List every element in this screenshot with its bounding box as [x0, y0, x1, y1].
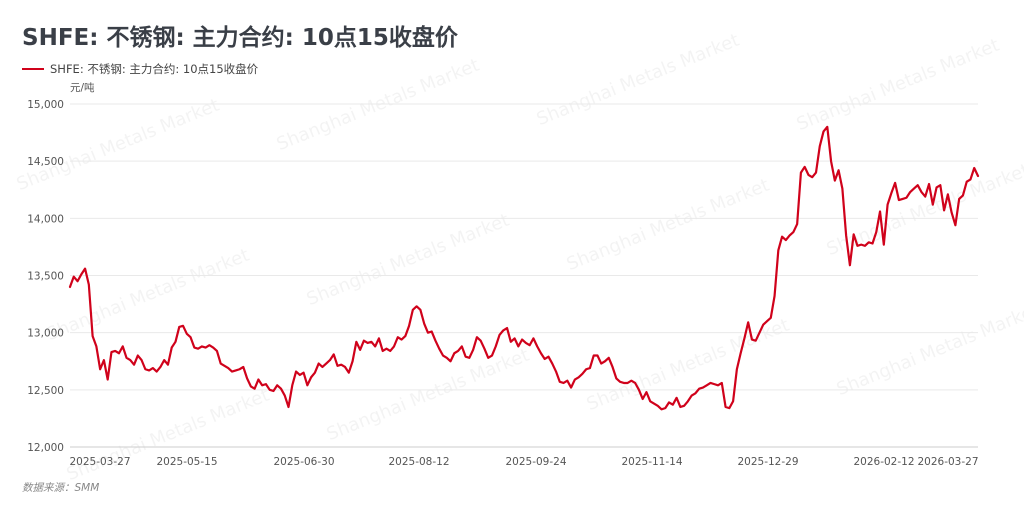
x-tick-label: 2025-05-15 — [156, 456, 217, 468]
x-tick-label: 2025-08-12 — [388, 456, 449, 468]
legend-line-swatch — [22, 68, 44, 70]
x-tick-label: 2025-11-14 — [621, 456, 682, 468]
y-tick-label: 12,500 — [27, 385, 64, 397]
data-source: 数据来源：SMM — [22, 482, 100, 494]
x-tick-label: 2025-06-30 — [273, 456, 334, 468]
legend-label: SHFE: 不锈钢: 主力合约: 10点15收盘价 — [50, 62, 259, 76]
watermark-text: Shanghai Metals Market — [324, 345, 533, 446]
grid — [70, 103, 978, 391]
y-tick-label: 13,500 — [27, 271, 64, 283]
watermark-text: Shanghai Metals Market — [534, 30, 743, 131]
x-axis: 2025-03-27 2025-05-15 2025-06-30 2025-08-12… — [69, 456, 978, 468]
y-tick-label: 13,000 — [27, 328, 64, 340]
y-tick-label: 12,000 — [27, 442, 64, 454]
watermark-text: Shanghai Metals Market — [274, 55, 483, 156]
y-axis-unit: 元/吨 — [70, 81, 95, 94]
x-tick-label: 2025-09-24 — [505, 456, 566, 468]
watermark-text: Shanghai Metals Market — [64, 385, 273, 486]
x-tick-label: 2026-02-12 — [853, 456, 914, 468]
y-axis: 12,000 12,500 13,000 13,500 14,000 14,500 15,0… — [27, 99, 64, 454]
watermark-text: Shanghai Metals Market — [564, 175, 773, 276]
x-tick-label: 2026-03-27 — [917, 456, 978, 468]
x-tick-label: 2025-03-27 — [69, 456, 130, 468]
x-tick-label: 2025-12-29 — [737, 456, 798, 468]
legend[interactable]: SHFE: 不锈钢: 主力合约: 10点15收盘价 — [22, 62, 258, 76]
watermark-text: Shanghai Metals Market — [824, 160, 1024, 261]
chart-title: SHFE: 不锈钢: 主力合约: 10点15收盘价 — [22, 25, 458, 51]
y-tick-label: 14,500 — [27, 156, 64, 168]
y-tick-label: 14,000 — [27, 213, 64, 225]
watermark-layer: Shanghai Metals MarketShanghai Metals Ma… — [14, 30, 1024, 486]
watermark-text: Shanghai Metals Market — [794, 35, 1003, 136]
watermark-text: Shanghai Metals Market — [304, 210, 513, 311]
series-line[interactable] — [68, 125, 980, 411]
watermark-text: Shanghai Metals Market — [44, 245, 253, 346]
y-tick-label: 15,000 — [27, 99, 64, 111]
watermark-text: Shanghai Metals Market — [834, 300, 1024, 401]
